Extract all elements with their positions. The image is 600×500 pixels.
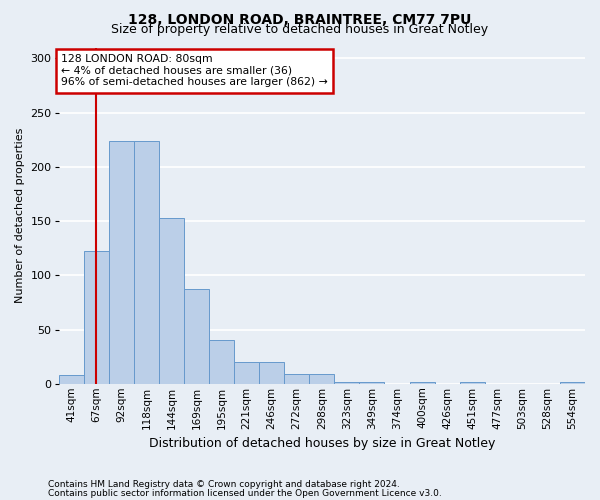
Bar <box>83 252 109 384</box>
Bar <box>259 362 284 384</box>
X-axis label: Distribution of detached houses by size in Great Notley: Distribution of detached houses by size … <box>149 437 495 450</box>
Bar <box>359 382 385 384</box>
Bar <box>184 290 209 384</box>
Bar <box>109 141 134 384</box>
Bar <box>460 382 485 384</box>
Text: Contains HM Land Registry data © Crown copyright and database right 2024.: Contains HM Land Registry data © Crown c… <box>48 480 400 489</box>
Bar <box>334 382 359 384</box>
Bar <box>134 141 159 384</box>
Bar <box>284 374 309 384</box>
Text: Contains public sector information licensed under the Open Government Licence v3: Contains public sector information licen… <box>48 488 442 498</box>
Text: 128 LONDON ROAD: 80sqm
← 4% of detached houses are smaller (36)
96% of semi-deta: 128 LONDON ROAD: 80sqm ← 4% of detached … <box>61 54 328 88</box>
Bar <box>59 375 83 384</box>
Bar <box>234 362 259 384</box>
Bar <box>209 340 234 384</box>
Text: Size of property relative to detached houses in Great Notley: Size of property relative to detached ho… <box>112 22 488 36</box>
Text: 128, LONDON ROAD, BRAINTREE, CM77 7PU: 128, LONDON ROAD, BRAINTREE, CM77 7PU <box>128 12 472 26</box>
Bar <box>159 218 184 384</box>
Bar <box>560 382 585 384</box>
Bar <box>309 374 334 384</box>
Bar <box>410 382 434 384</box>
Y-axis label: Number of detached properties: Number of detached properties <box>15 128 25 304</box>
